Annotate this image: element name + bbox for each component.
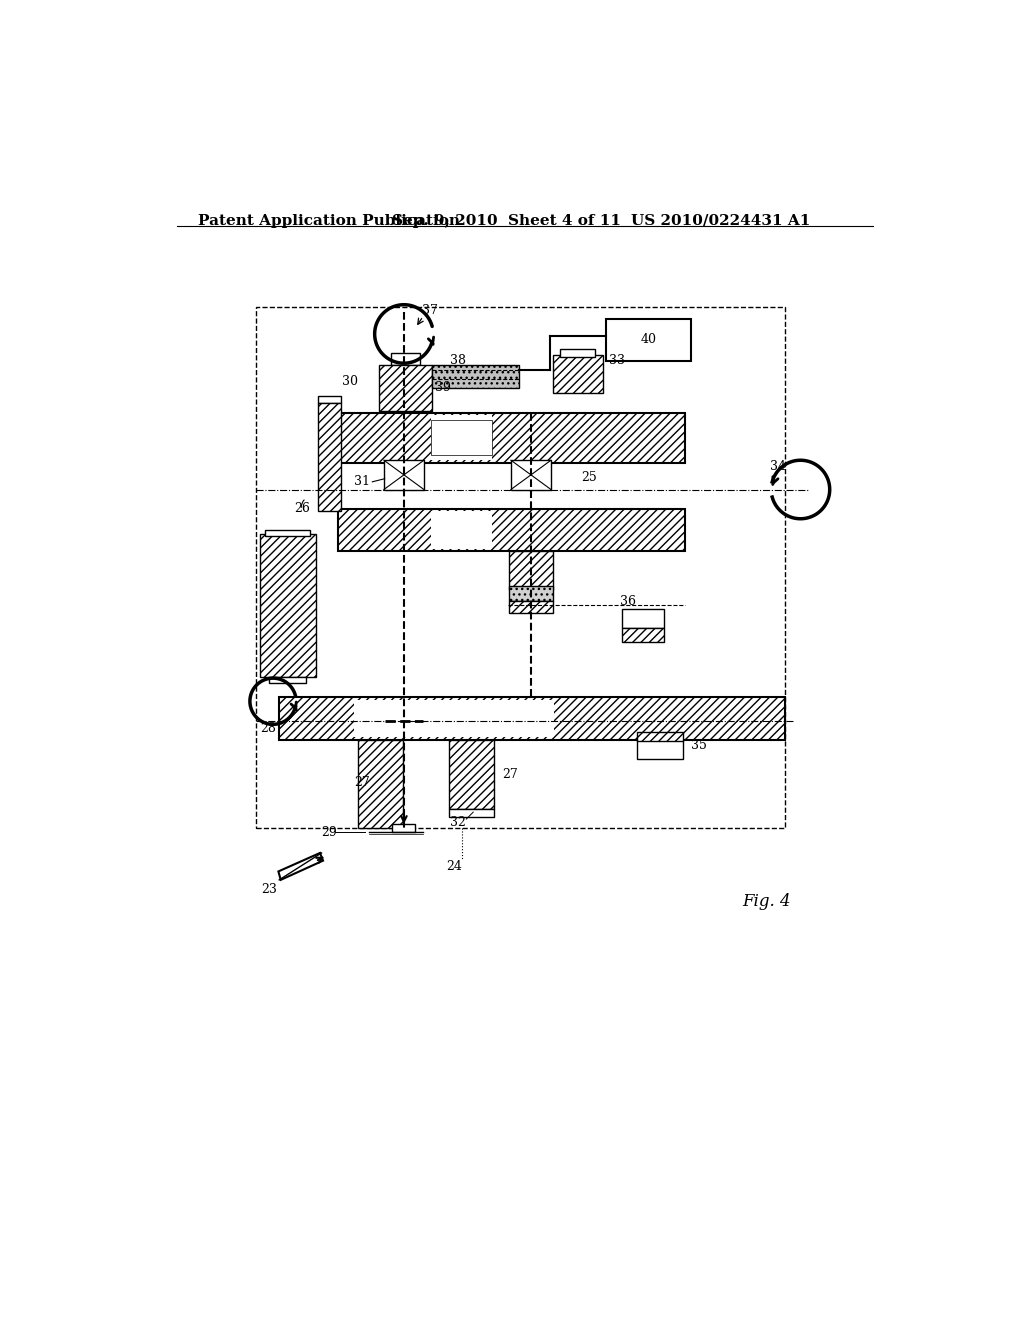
Text: 40: 40: [641, 333, 656, 346]
Text: 39: 39: [435, 381, 451, 395]
Bar: [509, 601, 553, 612]
Bar: [384, 461, 424, 490]
Bar: [317, 396, 341, 404]
Bar: [317, 404, 341, 511]
Text: Fig. 4: Fig. 4: [742, 892, 792, 909]
Text: 34: 34: [770, 459, 785, 473]
Bar: [391, 354, 420, 364]
Text: 27: 27: [354, 776, 370, 788]
Text: 31: 31: [354, 475, 370, 488]
Bar: [511, 461, 551, 490]
Bar: [256, 308, 785, 829]
Text: 26: 26: [295, 502, 310, 515]
Bar: [622, 609, 665, 628]
Bar: [431, 511, 493, 549]
Bar: [392, 825, 416, 832]
Bar: [509, 586, 553, 601]
Text: US 2010/0224431 A1: US 2010/0224431 A1: [631, 214, 810, 228]
Bar: [450, 739, 494, 809]
Text: 33: 33: [609, 354, 626, 367]
Text: 36: 36: [620, 594, 636, 607]
Bar: [622, 628, 665, 642]
Text: 25: 25: [581, 471, 597, 484]
Bar: [265, 529, 310, 536]
Bar: [339, 508, 685, 552]
Bar: [431, 414, 493, 461]
Bar: [358, 739, 403, 829]
Bar: [509, 552, 553, 590]
Text: 38: 38: [451, 354, 466, 367]
Bar: [637, 739, 683, 759]
Bar: [339, 413, 685, 462]
Text: 27: 27: [503, 768, 518, 781]
Text: 28: 28: [260, 722, 275, 735]
Bar: [432, 364, 518, 388]
Bar: [379, 364, 432, 411]
Text: Patent Application Publication: Patent Application Publication: [199, 214, 461, 228]
Text: 24: 24: [446, 861, 462, 874]
Bar: [431, 420, 493, 455]
Bar: [450, 809, 494, 817]
Bar: [269, 677, 306, 682]
Text: Sheet 4 of 11: Sheet 4 of 11: [508, 214, 621, 228]
Bar: [606, 318, 691, 360]
Bar: [637, 733, 683, 742]
Text: Sep. 9, 2010: Sep. 9, 2010: [392, 214, 498, 228]
Text: 30: 30: [342, 375, 357, 388]
Text: 35: 35: [691, 739, 707, 751]
Text: 23: 23: [261, 883, 278, 896]
Text: 32: 32: [451, 816, 466, 829]
Bar: [560, 350, 595, 358]
Bar: [553, 355, 602, 393]
Bar: [280, 697, 785, 739]
Text: 29: 29: [321, 825, 337, 838]
Bar: [260, 535, 316, 677]
Text: 37: 37: [422, 305, 437, 317]
Bar: [354, 700, 554, 738]
